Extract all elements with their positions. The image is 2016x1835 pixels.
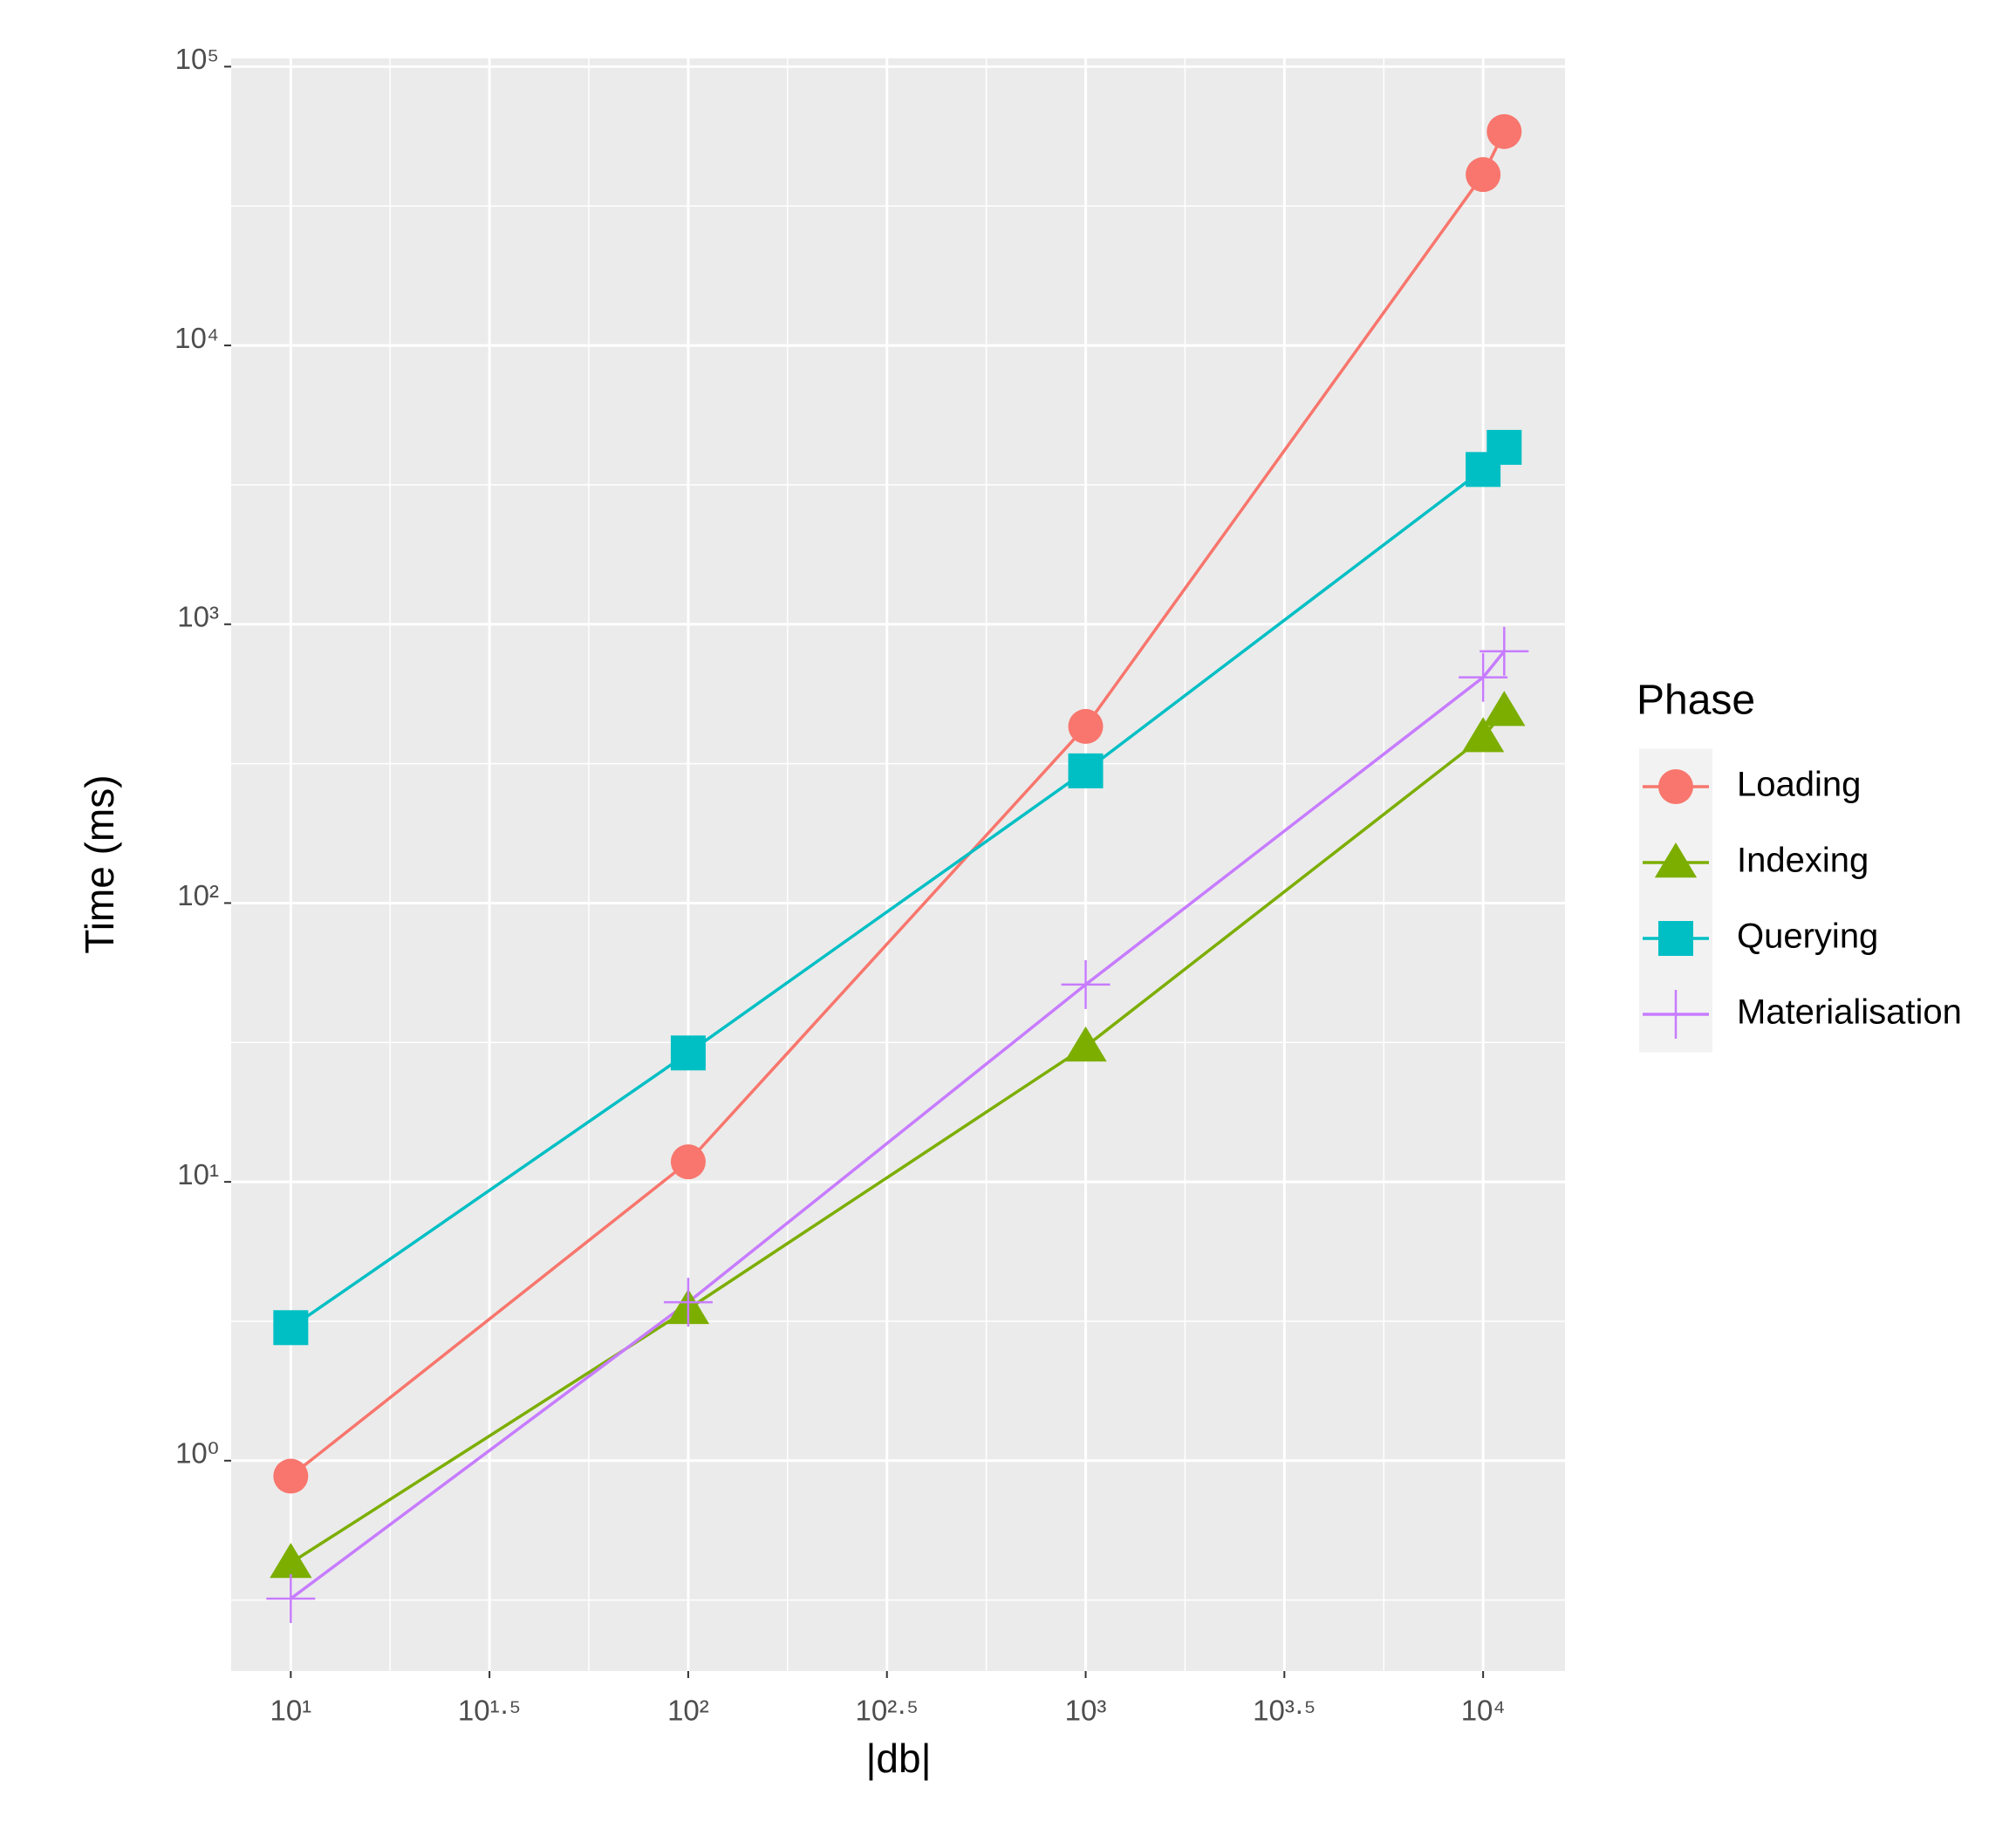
legend-item: Indexing (1639, 824, 1869, 901)
legend-title: Phase (1637, 678, 1755, 724)
point (1486, 113, 1522, 149)
x-tick-label: 10¹·⁵ (458, 1695, 521, 1727)
legend-marker (1658, 921, 1693, 956)
x-tick-label: 10²·⁵ (856, 1695, 919, 1727)
legend-marker (1654, 842, 1698, 878)
y-tick-label: 10² (177, 879, 219, 911)
point (1064, 1026, 1107, 1062)
y-tick-label: 10⁴ (174, 322, 219, 354)
legend-label: Indexing (1737, 842, 1869, 880)
legend-label: Loading (1737, 766, 1861, 804)
legend-label: Materialisation (1737, 993, 1962, 1032)
panel (231, 58, 1565, 1671)
point (670, 1035, 706, 1071)
x-tick-label: 10³ (1065, 1695, 1107, 1727)
point (1486, 429, 1522, 465)
point (1480, 626, 1529, 676)
point (1068, 753, 1104, 788)
point (1483, 691, 1526, 726)
grid (231, 58, 1565, 1671)
point (670, 1144, 706, 1180)
point (273, 1458, 309, 1494)
x-tick-label: 10⁴ (1461, 1695, 1506, 1727)
legend-item: Loading (1639, 748, 1861, 825)
y-axis-title: Time (ms) (77, 774, 122, 953)
point (1061, 959, 1111, 1009)
point (1466, 157, 1501, 193)
point (1459, 652, 1508, 702)
y-tick-label: 10¹ (177, 1158, 219, 1190)
point (1068, 708, 1104, 744)
legend-item: Querying (1639, 900, 1878, 977)
y-tick-label: 10⁵ (175, 43, 219, 75)
legend-marker (1658, 769, 1693, 804)
y-tick-label: 10³ (177, 600, 219, 632)
x-tick-label: 10¹ (270, 1695, 311, 1727)
legend-marker (1651, 990, 1700, 1039)
x-axis-title: |db| (865, 1736, 931, 1781)
point (270, 1542, 312, 1579)
point (273, 1310, 309, 1346)
point (1461, 717, 1505, 753)
x-tick-label: 10³·⁵ (1253, 1695, 1316, 1727)
x-tick-label: 10² (667, 1695, 709, 1727)
y-tick-label: 10⁰ (175, 1437, 219, 1470)
legend-item: Materialisation (1639, 976, 1962, 1053)
point (663, 1278, 713, 1327)
legend-label: Querying (1737, 918, 1878, 956)
point (266, 1573, 316, 1623)
